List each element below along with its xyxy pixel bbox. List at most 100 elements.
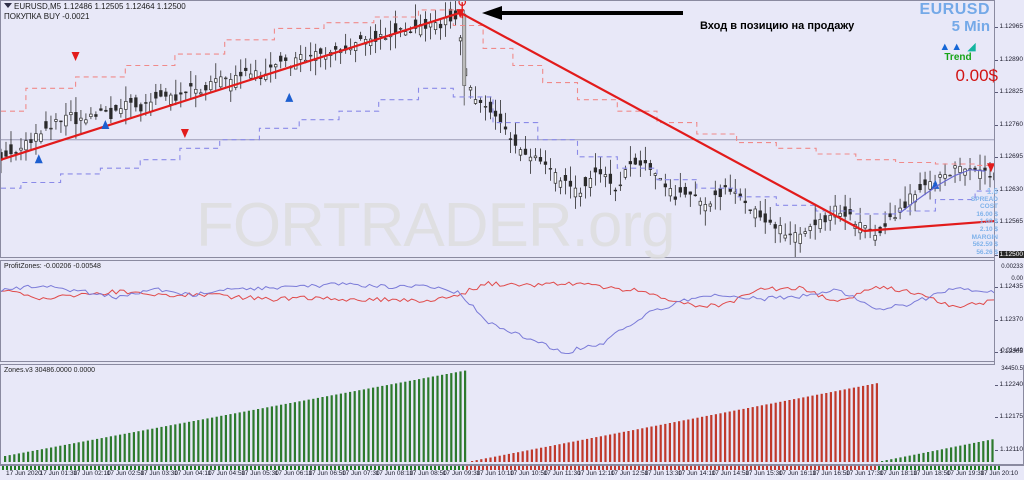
time-axis-tick [814, 466, 816, 470]
time-axis-tick [574, 466, 576, 470]
time-axis-tick [806, 466, 808, 470]
time-axis-tick [2, 466, 4, 470]
time-axis[interactable]: 17 Jun 2020 17 Jun 01:30 17 Jun 02:10 17 Ju… [0, 465, 1024, 480]
time-axis-tick [490, 466, 492, 470]
time-axis-tick [714, 466, 716, 470]
profitzones-chart-svg[interactable] [1, 261, 1023, 361]
price-chart-svg[interactable] [1, 1, 1023, 257]
time-axis-tick [410, 466, 412, 470]
time-axis-tick [462, 466, 464, 470]
time-axis-tick [186, 466, 188, 470]
time-axis-label: 17 Jun 19:30 [946, 470, 985, 477]
time-axis-tick [526, 466, 528, 470]
time-axis-tick [630, 466, 632, 470]
time-axis-tick [474, 466, 476, 470]
time-axis-tick [42, 466, 44, 470]
time-axis-label: 17 Jun 10:10 [476, 470, 514, 477]
time-axis-tick [518, 466, 520, 470]
time-axis-tick [134, 466, 136, 470]
time-axis-label: 17 Jun 07:30 [342, 470, 380, 477]
time-axis-tick [530, 466, 532, 470]
time-axis-label: 17 Jun 18:10 [879, 470, 918, 477]
time-axis-tick [390, 466, 392, 470]
trendline-2 [863, 219, 996, 233]
time-axis-tick [218, 466, 220, 470]
spread-label: SPREAD [970, 195, 998, 203]
time-axis-tick [350, 466, 352, 470]
time-axis-tick [674, 466, 676, 470]
price-tick-mark [995, 92, 998, 93]
price-tick-label: 1.12965 [999, 23, 1024, 30]
time-axis-tick [734, 466, 736, 470]
time-axis-label: 17 Jun 05:30 [241, 470, 279, 477]
time-axis-tick [278, 466, 280, 470]
time-axis-tick [370, 466, 372, 470]
profit-value: 0.00$ [955, 66, 998, 85]
spread-value: 1.6 [986, 187, 998, 196]
price-tick-label: 1.12630 [999, 185, 1024, 193]
time-axis-tick [18, 466, 20, 470]
time-axis-tick [754, 466, 756, 470]
time-axis-tick [634, 466, 636, 470]
time-axis-tick [34, 466, 36, 470]
time-axis-tick [326, 466, 328, 470]
zones-chart-svg[interactable] [1, 365, 1023, 464]
price-tick-mark [995, 27, 998, 28]
brand-info-block: EURUSD 5 Min [919, 1, 990, 35]
price-scale[interactable]: 1.12965 1.12890 1.12825 1.12760 1.12695 1.126… [994, 0, 1024, 453]
time-axis-tick [650, 466, 652, 470]
price-tick-mark [995, 59, 998, 61]
time-axis-tick [846, 466, 848, 470]
time-axis-tick [30, 466, 32, 470]
price-tick-label: 1.12110 [999, 445, 1023, 453]
price-tick-mark [995, 157, 998, 158]
right-channel-line [900, 169, 986, 213]
time-axis-tick [318, 466, 320, 470]
time-axis-tick [378, 466, 380, 470]
time-axis-tick [74, 466, 76, 470]
price-tick-mark [995, 352, 998, 353]
profitzones-indicator-panel[interactable] [0, 260, 1024, 362]
price-tick-label: 1.12825 [999, 88, 1024, 95]
time-axis-tick [386, 466, 388, 470]
profitzones-line-0 [1, 280, 996, 309]
zones-histogram-panel[interactable] [0, 364, 1024, 465]
time-axis-tick [658, 466, 660, 470]
time-axis-tick [38, 466, 40, 470]
time-axis-tick [262, 466, 264, 470]
time-axis-tick [818, 466, 820, 470]
time-axis-tick [226, 466, 228, 470]
time-axis-tick [878, 466, 880, 470]
time-axis-tick [758, 466, 760, 470]
time-axis-tick [414, 466, 416, 470]
time-axis-tick [910, 466, 912, 470]
time-axis-tick [522, 466, 524, 470]
time-axis-tick [662, 466, 664, 470]
time-axis-tick [494, 466, 496, 470]
time-axis-tick [342, 466, 344, 470]
trend-indicator-box: ▲▲ ◢ Trend [928, 42, 988, 64]
price-tick-mark [995, 189, 998, 191]
time-axis-tick [130, 466, 132, 470]
time-axis-tick [458, 466, 460, 470]
time-axis-tick [566, 466, 568, 470]
time-axis-tick [602, 466, 604, 470]
time-axis-tick [14, 466, 16, 470]
main-price-chart-panel[interactable] [0, 0, 1024, 258]
cost-label: COST [979, 203, 998, 211]
price-tick-mark [995, 449, 998, 451]
time-axis-tick [166, 466, 168, 470]
time-axis-tick [306, 466, 308, 470]
time-axis-tick [158, 466, 160, 470]
profitzones-line-1 [1, 282, 996, 355]
time-axis-tick [682, 466, 684, 470]
time-axis-tick [122, 466, 124, 470]
time-axis-tick [954, 466, 956, 470]
brand-timeframe: 5 Min [951, 17, 990, 35]
cost-margin-info-block: 1.6 SPREAD COST 16.00 $ 1.60 $ 2.10 $ MA… [971, 188, 998, 256]
time-axis-tick [282, 466, 284, 470]
time-axis-tick [918, 466, 920, 470]
time-axis-label: 17 Jun 04:10 [174, 470, 212, 477]
time-axis-tick [54, 466, 56, 470]
time-axis-tick [142, 466, 144, 470]
